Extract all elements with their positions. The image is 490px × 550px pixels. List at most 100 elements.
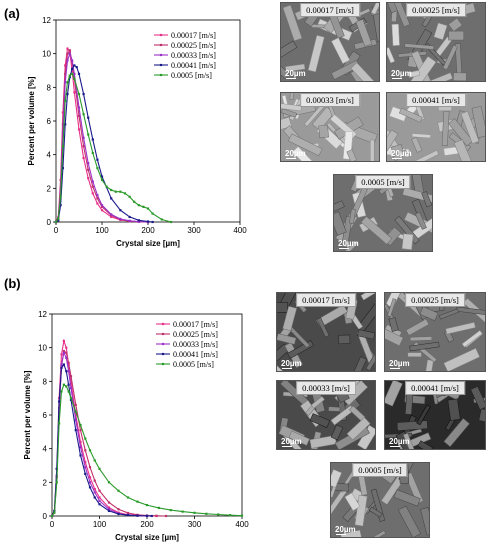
micrograph-label: 0.0005 [m/s] [352,463,408,477]
micrograph-texture [277,381,375,449]
data-point [150,514,153,518]
data-point [119,209,122,212]
micrograph-b-3: 0.00033 [m/s] 20µm [276,380,376,450]
data-point [67,383,70,386]
data-point [151,220,154,224]
data-point [69,397,73,400]
scale-bar [282,368,292,369]
scale-text: 20µm [391,69,412,78]
y-axis-title: Percent per volume [%] [23,370,32,459]
data-point [119,190,122,193]
data-point [67,370,70,373]
micrograph-label: 0.00041 [m/s] [405,381,465,395]
data-point [217,513,220,516]
data-point [84,472,87,476]
data-point [84,437,87,440]
data-point [110,188,113,192]
data-point [62,351,65,354]
data-point [59,195,62,198]
scale-bar [392,158,402,159]
data-point [181,510,184,513]
micrograph-label: 0.00041 [m/s] [406,93,466,107]
x-axis-title: Crystal size [µm] [115,533,179,542]
data-point [60,366,63,369]
scale-bar [336,534,346,535]
micrograph-texture [281,93,379,161]
data-point [146,220,150,223]
data-point [82,145,85,148]
data-point [229,514,232,517]
data-point [100,178,104,182]
data-point [96,167,99,170]
data-point [64,123,67,126]
x-tick-label: 0 [54,226,59,235]
legend-marker [159,63,163,67]
data-point [68,74,71,77]
data-point [93,459,96,462]
scale-bar [390,368,400,369]
data-point [98,467,101,470]
data-point [61,167,64,170]
micrograph-label: 0.00033 [m/s] [296,381,356,395]
data-point [79,440,82,444]
data-point [169,509,172,512]
micrograph-b-2: 0.00025 [m/s] 20µm [384,292,486,372]
data-point [71,72,74,75]
series-line-3 [55,52,149,223]
data-point [105,185,108,188]
data-point [57,219,60,222]
data-point [64,72,67,75]
data-point [79,424,82,427]
scale-text: 20µm [281,359,302,368]
y-tick-label: 10 [38,344,47,353]
micrograph-a-5: 0.0005 [m/s] 20µm [333,174,433,252]
data-point [74,413,77,417]
x-tick-label: 200 [140,520,154,529]
data-point [93,496,96,499]
data-point [107,509,111,513]
data-point [117,489,120,492]
data-point [65,385,68,388]
scale-text: 20µm [285,149,306,158]
micrograph-b-5: 0.0005 [m/s] 20µm [330,462,430,538]
data-point [107,501,111,504]
data-point [79,445,82,449]
data-point [74,410,77,413]
data-point [193,511,196,514]
micrograph-label: 0.00025 [m/s] [406,3,466,17]
series-line-4 [55,64,153,223]
data-point [66,81,69,84]
y-tick-label: 8 [43,377,48,386]
micrograph-b-1: 0.00017 [m/s] 20µm [276,292,376,372]
data-point [98,496,101,499]
data-point [79,429,82,432]
x-tick-label: 300 [188,520,202,529]
data-point [136,500,139,503]
data-point [69,398,73,401]
data-point [137,220,140,223]
data-point [93,491,96,494]
data-point [100,205,104,208]
data-point [110,213,113,216]
scale-text: 20µm [281,437,302,446]
data-point [128,195,131,198]
data-point [68,52,71,55]
data-point [73,72,76,75]
data-point [96,158,99,161]
series-line-5 [55,73,172,223]
data-point [93,479,96,482]
data-point [64,99,67,102]
chart-a: 0 2 4 6 8 10 12 0 100 200 300 400 Crystal size [µm] P… [27,16,247,248]
y-tick-label: 6 [47,117,52,126]
data-point [133,200,136,203]
data-point [87,116,90,119]
micrograph-a-1: 0.00017 [m/s] 20µm [280,2,380,82]
legend-label: 0.0005 [m/s] [171,71,212,80]
y-tick-label: 4 [43,445,48,454]
data-point [64,81,67,84]
data-point [137,219,140,222]
data-point [62,339,65,343]
micrograph-a-3: 0.00033 [m/s] 20µm [280,92,380,162]
y-tick-label: 0 [43,512,48,521]
legend-marker [161,352,165,356]
